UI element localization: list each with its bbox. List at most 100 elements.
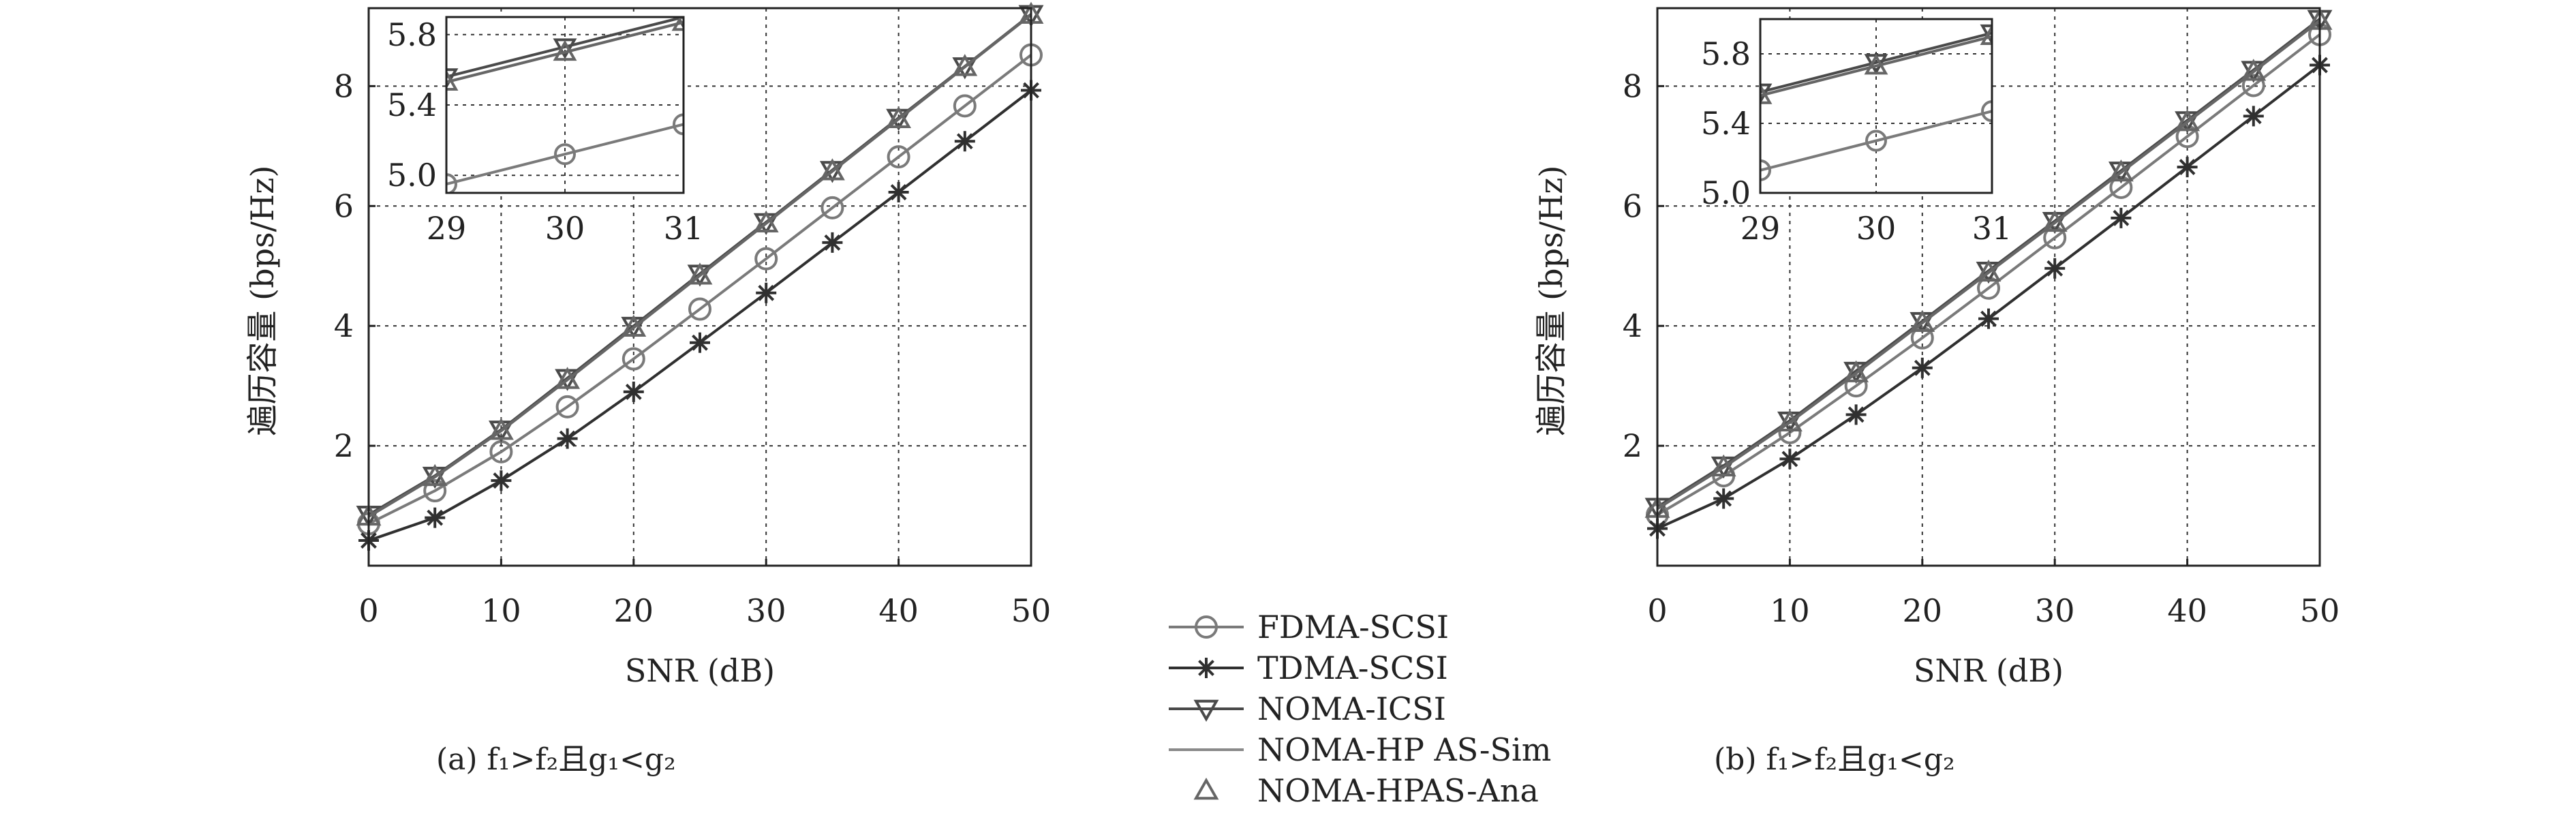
- a-point-tdma-scsi: [822, 232, 843, 253]
- a-point-tdma-scsi: [557, 428, 578, 449]
- b-point-tdma-scsi: [1912, 357, 1933, 378]
- legend-entry-tdma-scsi: TDMA-SCSI: [1169, 650, 1448, 686]
- b-point-tdma-scsi: [1845, 404, 1867, 425]
- b-point-fdma-scsi: [1910, 326, 1934, 350]
- x-tick-label-b: 50: [2300, 592, 2340, 629]
- inset-series-a: [446, 17, 684, 193]
- b-point-tdma-scsi: [2177, 157, 2198, 178]
- legend-label-noma-icsi: NOMA-ICSI: [1257, 690, 1446, 727]
- b-point-noma-hpas-ana: [2042, 209, 2068, 232]
- a-point-tdma-scsi: [623, 381, 644, 402]
- inset-b: 29 30 31 5.0 5.4 5.8: [1701, 18, 2012, 247]
- y-tick-label-b: 8: [1623, 67, 1642, 104]
- b-inset-line-fdma-scsi: [1760, 110, 1992, 172]
- inset-bg-b: [1760, 19, 1992, 193]
- x-tick-label-a: 20: [614, 592, 654, 629]
- x-tick-label-b: 0: [1647, 592, 1667, 629]
- x-tick-label-a: 50: [1011, 592, 1052, 629]
- b-point-tdma-scsi: [1978, 308, 1999, 329]
- b-point-fdma-scsi: [2109, 175, 2133, 199]
- inset-y-tick-label-a: 5.8: [387, 16, 437, 53]
- b-line-noma-hpas-ana: [1656, 19, 2321, 510]
- inset-frame-a: [445, 16, 685, 194]
- b-point-noma-hpas-ana: [1777, 409, 1803, 432]
- x-tick-label-a: 0: [358, 592, 378, 629]
- a-point-fdma-scsi: [821, 196, 844, 219]
- plot-frame-b: [1656, 7, 2321, 567]
- b-point-fdma-scsi: [2175, 125, 2199, 149]
- b-inset-point-noma-hpas-ana: [1980, 24, 1992, 45]
- x-tick-label-b: 10: [1770, 592, 1810, 629]
- a-line-noma-hpas-ana: [367, 14, 1032, 518]
- b-point-fdma-scsi: [1844, 374, 1868, 398]
- b-inset-point-fdma-scsi: [1760, 159, 1771, 181]
- a-inset-point-noma-hpas-ana: [446, 70, 459, 91]
- b-point-noma-hpas-ana: [1910, 309, 1935, 333]
- a-inset-line-noma-icsi: [446, 17, 684, 78]
- b-inset-point-fdma-scsi: [1981, 100, 1992, 123]
- b-point-tdma-scsi: [2044, 258, 2066, 279]
- b-point-tdma-scsi: [2243, 106, 2264, 127]
- y-tick-label-b: 2: [1623, 427, 1642, 464]
- a-inset-point-noma-icsi: [676, 17, 684, 30]
- a-inset-point-fdma-scsi: [673, 113, 684, 136]
- a-point-tdma-scsi: [491, 470, 512, 491]
- x-tick-label-b: 40: [2167, 592, 2207, 629]
- b-point-tdma-scsi: [1779, 448, 1800, 470]
- a-point-fdma-scsi: [555, 395, 579, 418]
- y-tick-label-a: 8: [334, 67, 354, 104]
- b-inset-point-fdma-scsi: [1865, 129, 1887, 152]
- caption-b: (b) f₁>f₂且g₁<g₂: [1714, 742, 1955, 777]
- a-point-noma-hpas-ana: [819, 158, 845, 181]
- inset-x-tick-label-b: 29: [1741, 210, 1781, 247]
- inset-x-tick-label-a: 31: [664, 210, 704, 247]
- b-point-noma-hpas-ana: [1976, 259, 2002, 282]
- a-point-tdma-scsi: [888, 182, 909, 203]
- a-inset-line-noma-hpas-ana: [446, 20, 684, 84]
- a-inset-point-noma-icsi: [553, 38, 577, 59]
- b-point-tdma-scsi: [1713, 488, 1734, 509]
- a-point-tdma-scsi: [425, 507, 446, 528]
- inset-y-tick-label-a: 5.0: [387, 157, 437, 194]
- inset-x-tick-label-b: 30: [1856, 210, 1897, 247]
- a-point-noma-hpas-ana: [555, 367, 581, 389]
- a-point-fdma-scsi: [688, 297, 711, 321]
- x-tick-label-b: 20: [1903, 592, 1943, 629]
- a-inset-point-noma-hpas-ana: [671, 17, 684, 31]
- a-line-fdma-scsi: [368, 54, 1032, 525]
- legend-marker-noma-icsi: [1193, 699, 1219, 722]
- inset-frame-b: [1759, 18, 1993, 194]
- inset-x-tick-label-a: 30: [545, 210, 585, 247]
- y-tick-label-b: 6: [1623, 187, 1642, 224]
- a-inset-point-noma-hpas-ana: [553, 40, 577, 61]
- chart-panel-b: 0 10 20 30 40 50 2 4 6 8 SNR (dB) 遍历容量 (bps/Hz) 29 30…: [1533, 7, 2340, 689]
- b-inset-point-noma-hpas-ana: [1864, 53, 1888, 75]
- a-point-noma-hpas-ana: [886, 106, 912, 128]
- y-tick-label-a: 6: [334, 187, 354, 224]
- x-tick-label-a: 40: [878, 592, 919, 629]
- chart-panel-a: 0 10 20 30 40 50 2 4 6 8 SNR (dB) 遍历容量 (bps/Hz) 29 30…: [244, 1, 1052, 689]
- a-point-noma-hpas-ana: [687, 262, 713, 285]
- a-point-noma-hpas-ana: [753, 210, 779, 233]
- a-point-noma-hpas-ana: [488, 418, 514, 440]
- b-inset-line-noma-hpas-ana: [1760, 35, 1992, 97]
- a-inset-point-fdma-scsi: [554, 143, 576, 166]
- y-tick-label-b: 4: [1623, 307, 1642, 344]
- legend-marker-fdma-scsi: [1195, 615, 1218, 639]
- b-inset-line-noma-icsi: [1760, 31, 1992, 94]
- b-point-fdma-scsi: [1977, 276, 2000, 300]
- a-point-tdma-scsi: [954, 131, 975, 152]
- b-point-noma-hpas-ana: [1711, 454, 1736, 477]
- b-line-noma-icsi: [1656, 18, 2321, 508]
- inset-y-tick-label-b: 5.4: [1701, 105, 1751, 142]
- legend-label-tdma-scsi: TDMA-SCSI: [1257, 650, 1448, 686]
- a-point-noma-hpas-ana: [952, 54, 978, 76]
- legend-label-noma-hp-as-sim: NOMA-HP AS-Sim: [1257, 731, 1551, 768]
- a-point-noma-hpas-ana: [422, 463, 448, 487]
- a-point-tdma-scsi: [690, 332, 710, 353]
- x-tick-label-b: 30: [2035, 592, 2075, 629]
- inset-y-tick-label-a: 5.4: [387, 87, 437, 123]
- a-point-fdma-scsi: [423, 479, 447, 503]
